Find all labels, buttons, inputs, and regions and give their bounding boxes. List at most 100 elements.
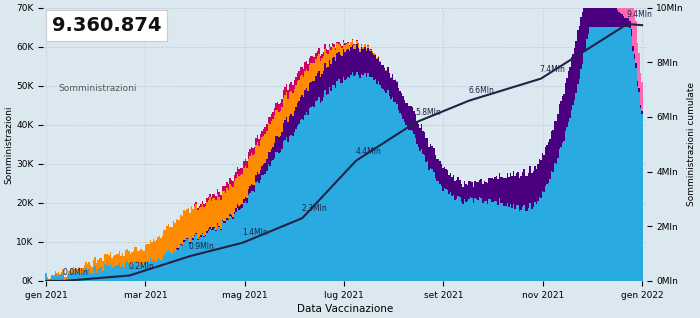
Bar	[335, 48, 337, 50]
Bar	[122, 253, 123, 264]
Bar	[629, 28, 631, 281]
Bar	[557, 114, 559, 158]
Bar	[240, 168, 241, 175]
Bar	[550, 179, 551, 281]
Bar	[468, 198, 470, 281]
Bar	[251, 147, 252, 153]
Bar	[588, 0, 589, 34]
Bar	[335, 50, 337, 61]
Bar	[454, 200, 456, 281]
Bar	[524, 169, 525, 205]
Bar	[214, 227, 216, 228]
Bar	[379, 62, 381, 85]
Bar	[340, 45, 341, 46]
Bar	[57, 272, 59, 274]
Bar	[426, 138, 427, 162]
Bar	[605, 27, 606, 281]
Bar	[253, 185, 256, 191]
Bar	[320, 77, 321, 103]
Bar	[257, 181, 258, 281]
Bar	[278, 137, 280, 153]
Bar	[150, 259, 151, 281]
Bar	[547, 145, 548, 184]
Bar	[272, 160, 274, 281]
Bar	[631, 29, 632, 37]
Bar	[94, 266, 96, 281]
Bar	[574, 48, 575, 100]
Bar	[365, 49, 367, 50]
Bar	[240, 205, 241, 209]
Bar	[354, 44, 355, 45]
Bar	[477, 182, 479, 200]
Bar	[632, 52, 634, 281]
Bar	[208, 231, 209, 281]
Bar	[251, 190, 252, 281]
Bar	[610, 4, 612, 27]
Bar	[83, 271, 85, 281]
Bar	[168, 225, 169, 250]
Bar	[182, 246, 183, 281]
Bar	[497, 204, 499, 281]
Bar	[212, 198, 214, 227]
Bar	[248, 195, 249, 281]
Bar	[361, 47, 363, 74]
Bar	[462, 187, 463, 204]
Bar	[503, 178, 505, 206]
Bar	[229, 184, 231, 214]
Bar	[239, 169, 240, 176]
Bar	[252, 191, 253, 281]
Bar	[428, 147, 430, 169]
Bar	[391, 74, 393, 97]
Bar	[284, 140, 286, 281]
Bar	[240, 175, 241, 205]
Bar	[514, 176, 516, 209]
Bar	[235, 172, 237, 178]
Bar	[342, 42, 344, 49]
Bar	[239, 210, 240, 281]
Bar	[297, 73, 298, 81]
Bar	[101, 258, 102, 267]
Bar	[632, 0, 634, 45]
Bar	[346, 79, 347, 281]
Bar	[116, 265, 118, 281]
Bar	[304, 71, 306, 90]
Bar	[206, 202, 208, 231]
Bar	[295, 107, 297, 129]
Bar	[396, 82, 398, 104]
Bar	[177, 250, 178, 281]
Bar	[344, 45, 346, 52]
Bar	[300, 120, 301, 281]
Bar	[320, 56, 321, 61]
Bar	[641, 114, 643, 281]
Bar	[623, 16, 624, 27]
Bar	[569, 118, 571, 281]
Bar	[545, 186, 547, 281]
Bar	[620, 27, 622, 281]
Bar	[333, 86, 335, 281]
Bar	[267, 117, 269, 123]
Bar	[274, 108, 275, 115]
Bar	[318, 71, 320, 97]
Bar	[321, 58, 323, 74]
Bar	[154, 261, 155, 281]
Bar	[548, 142, 550, 183]
Bar	[496, 201, 497, 281]
Bar	[598, 27, 600, 281]
Bar	[482, 203, 484, 281]
Text: 9.360.874: 9.360.874	[52, 16, 162, 35]
Bar	[340, 83, 341, 281]
Bar	[220, 229, 221, 230]
Bar	[309, 65, 310, 83]
Bar	[511, 176, 512, 208]
Bar	[386, 70, 387, 71]
Bar	[428, 169, 430, 281]
Bar	[258, 139, 260, 146]
Bar	[520, 210, 522, 281]
Bar	[310, 81, 312, 107]
Bar	[113, 267, 114, 281]
Bar	[391, 97, 393, 281]
Bar	[278, 104, 280, 112]
Bar	[528, 208, 529, 281]
Bar	[491, 202, 493, 281]
Bar	[629, 21, 631, 28]
